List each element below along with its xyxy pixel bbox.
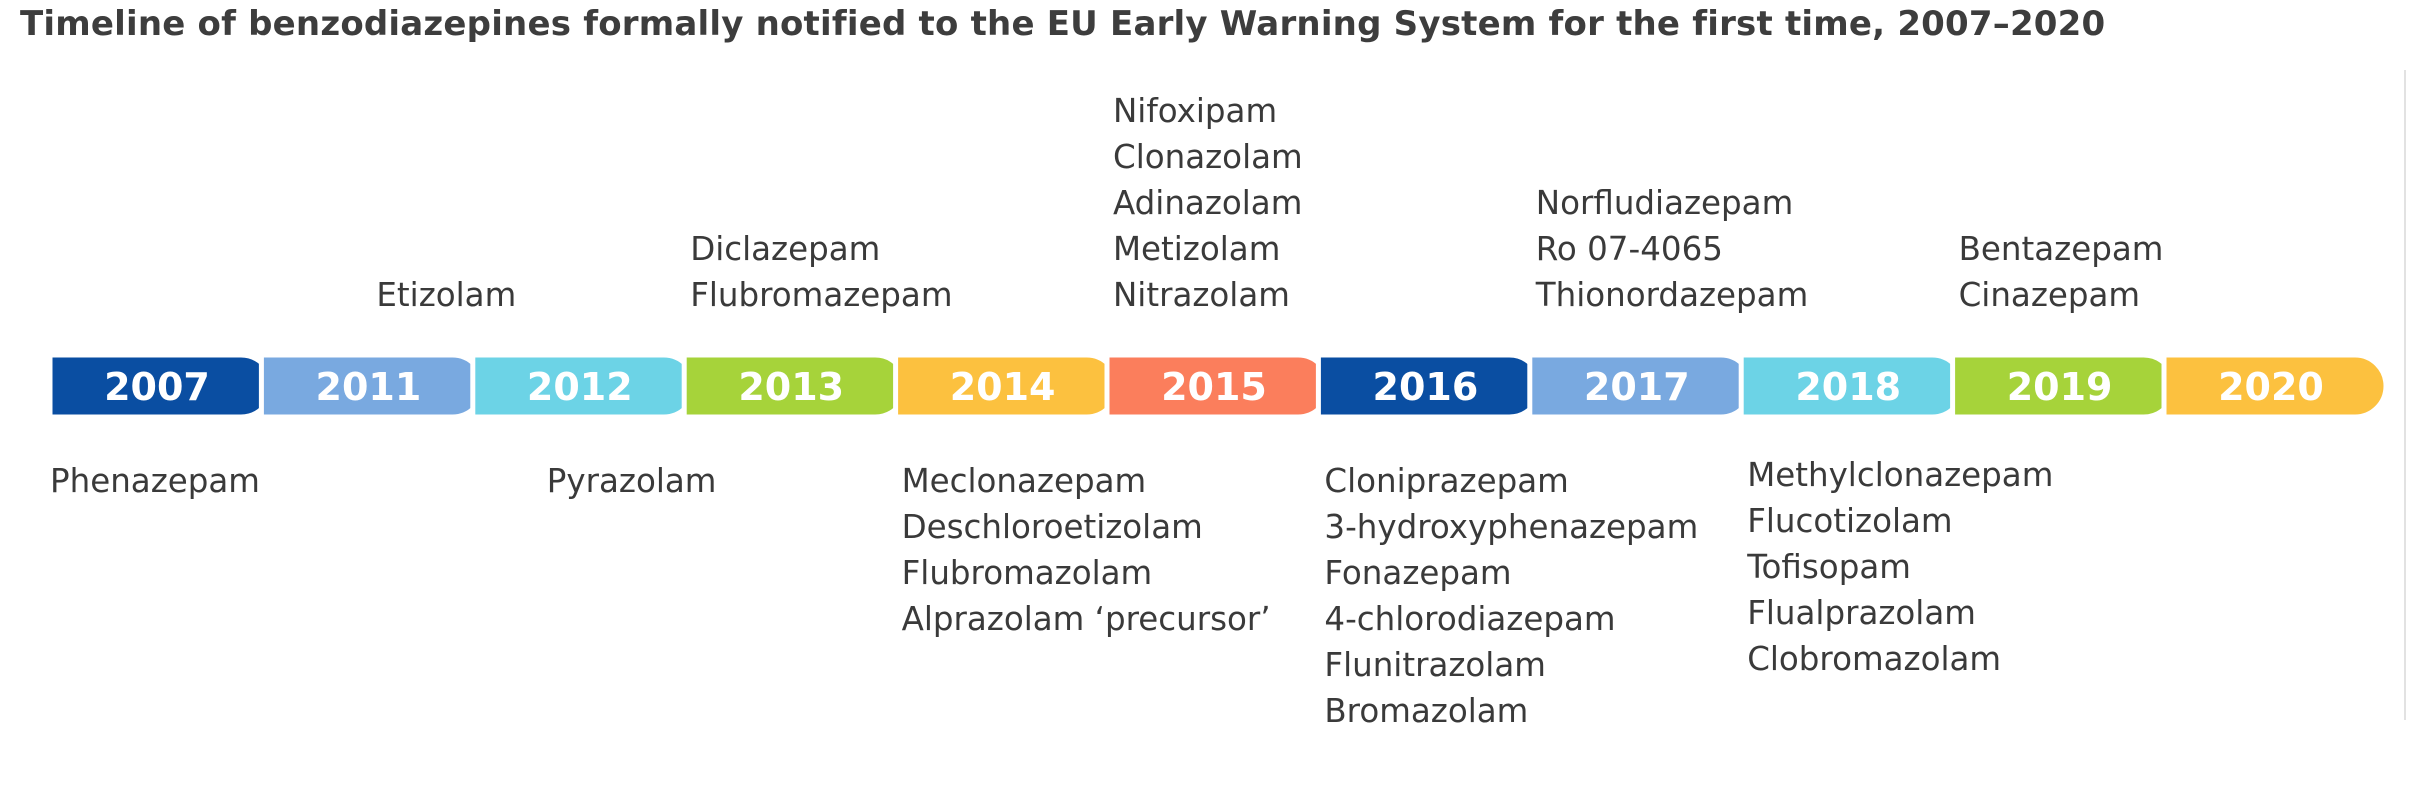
substance-name: Flubromazolam	[901, 554, 1153, 592]
substance-name: Clobromazolam	[1747, 640, 2002, 678]
substance-name: Nitrazolam	[1113, 276, 1290, 314]
substance-name: Meclonazepam	[901, 462, 1147, 500]
names-above-2017: Norfludiazepam Ro 07-4065 Thionordazepam	[1536, 180, 1956, 318]
year-label-2016: 2016	[1373, 365, 1479, 409]
substance-name: Metizolam	[1113, 230, 1281, 268]
substance-name: Fonazepam	[1324, 554, 1512, 592]
substance-name: Pyrazolam	[546, 462, 717, 500]
year-label-2017: 2017	[1584, 365, 1690, 409]
substance-name: Etizolam	[376, 276, 517, 314]
year-label-2007: 2007	[104, 365, 210, 409]
substance-name: Methylclonazepam	[1747, 456, 2054, 494]
substance-name: Clonazolam	[1113, 138, 1303, 176]
substance-name: Norfludiazepam	[1535, 184, 1794, 222]
substance-name: Tofisopam	[1747, 548, 1911, 586]
names-below-2007: Phenazepam	[50, 458, 470, 504]
substance-name: Phenazepam	[50, 462, 260, 500]
year-label-2015: 2015	[1161, 365, 1267, 409]
year-label-2019: 2019	[2007, 365, 2113, 409]
scrollbar-edge	[2404, 70, 2416, 720]
substance-name: Alprazolam ‘precursor’	[901, 600, 1271, 638]
substance-name: 3-hydroxyphenazepam	[1324, 508, 1699, 546]
year-label-2020: 2020	[2218, 365, 2324, 409]
year-label-2014: 2014	[950, 365, 1056, 409]
names-below-2014: Meclonazepam Deschloroetizolam Flubromazol…	[902, 458, 1322, 642]
substance-name: Flubromazepam	[690, 276, 953, 314]
substance-name: Ro 07-4065	[1535, 230, 1723, 268]
names-below-2012: Pyrazolam	[547, 458, 967, 504]
names-above-2013: Diclazepam Flubromazepam	[690, 226, 1110, 318]
substance-name: Deschloroetizolam	[901, 508, 1203, 546]
substance-name: Adinazolam	[1113, 184, 1303, 222]
year-label-2012: 2012	[527, 365, 633, 409]
substance-name: Cinazepam	[1958, 276, 2141, 314]
substance-name: Diclazepam	[690, 230, 881, 268]
timeline-bar: 2007 2011 2012 2013 2014 2015 2016 2017 2018 2019…	[47, 352, 2389, 420]
names-above-2019: Bentazepam Cinazepam	[1959, 226, 2379, 318]
substance-name: Thionordazepam	[1535, 276, 1809, 314]
substance-name: Nifoxipam	[1113, 92, 1278, 130]
names-above-2015: Nifoxipam Clonazolam Adinazolam Metizolam Ni…	[1113, 88, 1533, 318]
substance-name: Flucotizolam	[1747, 502, 1953, 540]
figure-title: Timeline of benzodiazepines formally not…	[20, 4, 2106, 44]
names-below-2018: Methylclonazepam Flucotizolam Tofisopam Flu…	[1747, 452, 2167, 682]
year-label-2013: 2013	[738, 365, 844, 409]
substance-name: 4-chlorodiazepam	[1324, 600, 1616, 638]
segment-2020	[2161, 352, 2389, 420]
substance-name: Flunitrazolam	[1324, 646, 1546, 684]
year-label-2011: 2011	[316, 365, 422, 409]
substance-name: Flualprazolam	[1747, 594, 1976, 632]
substance-name: Bromazolam	[1324, 692, 1529, 730]
names-above-2011: Etizolam	[376, 272, 796, 318]
substance-name: Bentazepam	[1958, 230, 2164, 268]
names-below-2016: Cloniprazepam 3-hydroxyphenazepam Fonazepa…	[1324, 458, 1744, 734]
substance-name: Cloniprazepam	[1324, 462, 1569, 500]
year-label-2018: 2018	[1795, 365, 1901, 409]
